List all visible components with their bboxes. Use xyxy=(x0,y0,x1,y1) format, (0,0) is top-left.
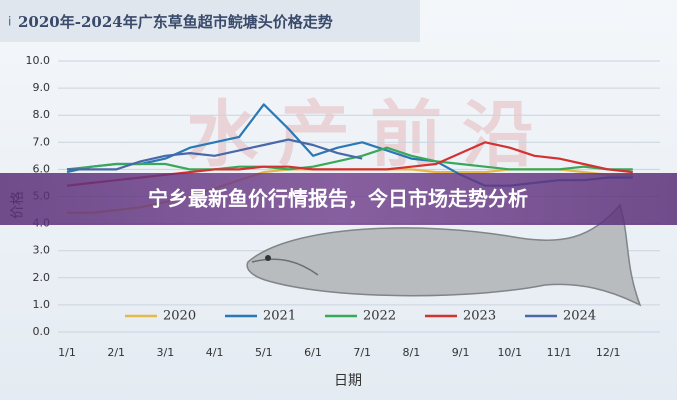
x-axis-label: 日期 xyxy=(334,373,362,389)
y-tick-label: 8.0 xyxy=(33,108,51,121)
y-tick-label: 0.0 xyxy=(33,325,51,338)
info-icon: i xyxy=(8,15,11,29)
x-tick-label: 4/1 xyxy=(206,346,224,359)
legend-label: 2024 xyxy=(563,309,596,324)
y-tick-label: 6.0 xyxy=(33,162,51,175)
x-tick-label: 1/1 xyxy=(58,346,76,359)
y-tick-label: 1.0 xyxy=(33,298,51,311)
banner xyxy=(0,173,677,225)
series-line xyxy=(67,138,363,171)
x-tick-label: 8/1 xyxy=(403,346,421,359)
legend-label: 2020 xyxy=(163,309,196,324)
chart-title: 2020年-2024年广东草鱼超市鲩塘头价格走势 xyxy=(18,13,333,31)
y-tick-label: 7.0 xyxy=(33,135,51,148)
x-tick-label: 7/1 xyxy=(353,346,371,359)
legend-label: 2021 xyxy=(263,309,296,324)
x-tick-label: 5/1 xyxy=(255,346,273,359)
y-tick-label: 9.0 xyxy=(33,81,51,94)
x-tick-label: 9/1 xyxy=(452,346,470,359)
y-tick-label: 10.0 xyxy=(26,54,51,67)
legend-label: 2022 xyxy=(363,309,396,324)
x-tick-label: 3/1 xyxy=(157,346,175,359)
legend-label: 2023 xyxy=(463,309,496,324)
series-line xyxy=(66,146,633,171)
title-bar xyxy=(0,0,420,42)
watermark: 水产前沿 xyxy=(186,93,554,177)
fish xyxy=(246,203,642,307)
x-tick-label: 6/1 xyxy=(304,346,322,359)
banner-text: 宁乡最新鱼价行情报告，今日市场走势分析 xyxy=(148,187,528,211)
y-tick-label: 2.0 xyxy=(33,271,51,284)
x-tick-label: 2/1 xyxy=(107,346,125,359)
x-tick-label: 11/1 xyxy=(547,346,572,359)
y-tick-label: 3.0 xyxy=(33,244,51,257)
x-tick-label: 10/1 xyxy=(497,346,522,359)
x-tick-label: 12/1 xyxy=(596,346,621,359)
